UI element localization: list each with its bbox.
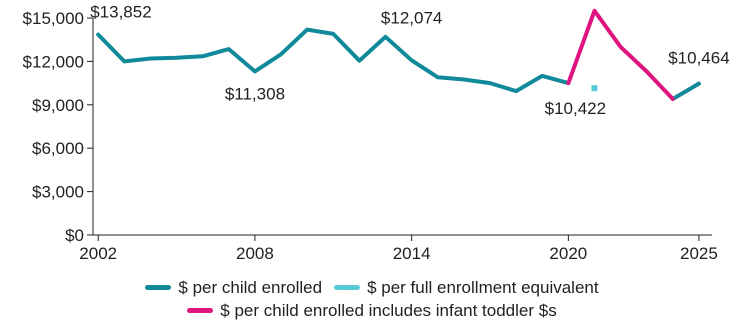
legend-item-fee: $ per full enrollment equivalent <box>334 278 599 298</box>
x-tick-label: 2020 <box>549 244 587 263</box>
y-tick-label: $9,000 <box>32 96 84 115</box>
data-label: $10,464 <box>668 49 729 68</box>
legend-row-1: $ per child enrolled $ per full enrollme… <box>0 276 744 299</box>
series-layer <box>96 8 701 101</box>
y-tick-label: $15,000 <box>23 9 84 28</box>
x-tick-label: 2008 <box>236 244 274 263</box>
y-tick-label: $12,000 <box>23 52 84 71</box>
x-tick-label: 2025 <box>680 244 718 263</box>
legend-swatch-fee <box>334 285 361 290</box>
data-label: $13,852 <box>90 3 151 22</box>
legend-swatch-enrolled <box>145 285 172 290</box>
legend-item-infant: $ per child enrolled includes infant tod… <box>187 300 557 321</box>
legend-item-enrolled: $ per child enrolled <box>145 278 322 298</box>
y-tick-label: $0 <box>65 226 84 245</box>
series-line-enrolled <box>670 81 701 101</box>
data-label: $12,074 <box>381 8 442 27</box>
data-label: $10,422 <box>545 99 606 118</box>
data-labels: $13,852 $11,308 $12,074 $10,422 $10,464 <box>90 3 729 118</box>
x-axis-ticks: 2002 2008 2014 2020 2025 <box>79 235 718 263</box>
data-label: $11,308 <box>225 84 285 103</box>
legend-label-infant: $ per child enrolled includes infant tod… <box>220 300 557 320</box>
x-tick-label: 2002 <box>79 244 117 263</box>
legend: $ per child enrolled $ per full enrollme… <box>0 276 744 322</box>
line-chart: $0$3,000$6,000$9,000$12,000$15,000 2002 2… <box>23 3 730 263</box>
y-tick-label: $6,000 <box>32 139 84 158</box>
y-axis-ticks: $0 $3,000 $6,000 $9,000 $12,000 $15,000 <box>23 9 93 245</box>
series-line-infant <box>566 8 675 101</box>
series-line-enrolled <box>96 27 571 94</box>
data-point-fee <box>591 85 598 92</box>
x-tick-label: 2014 <box>393 244 431 263</box>
legend-row-2: $ per child enrolled includes infant tod… <box>0 299 744 322</box>
legend-label-fee: $ per full enrollment equivalent <box>367 277 599 297</box>
y-tick-label: $3,000 <box>32 183 84 202</box>
legend-swatch-infant <box>187 308 214 313</box>
legend-label-enrolled: $ per child enrolled <box>178 277 323 297</box>
